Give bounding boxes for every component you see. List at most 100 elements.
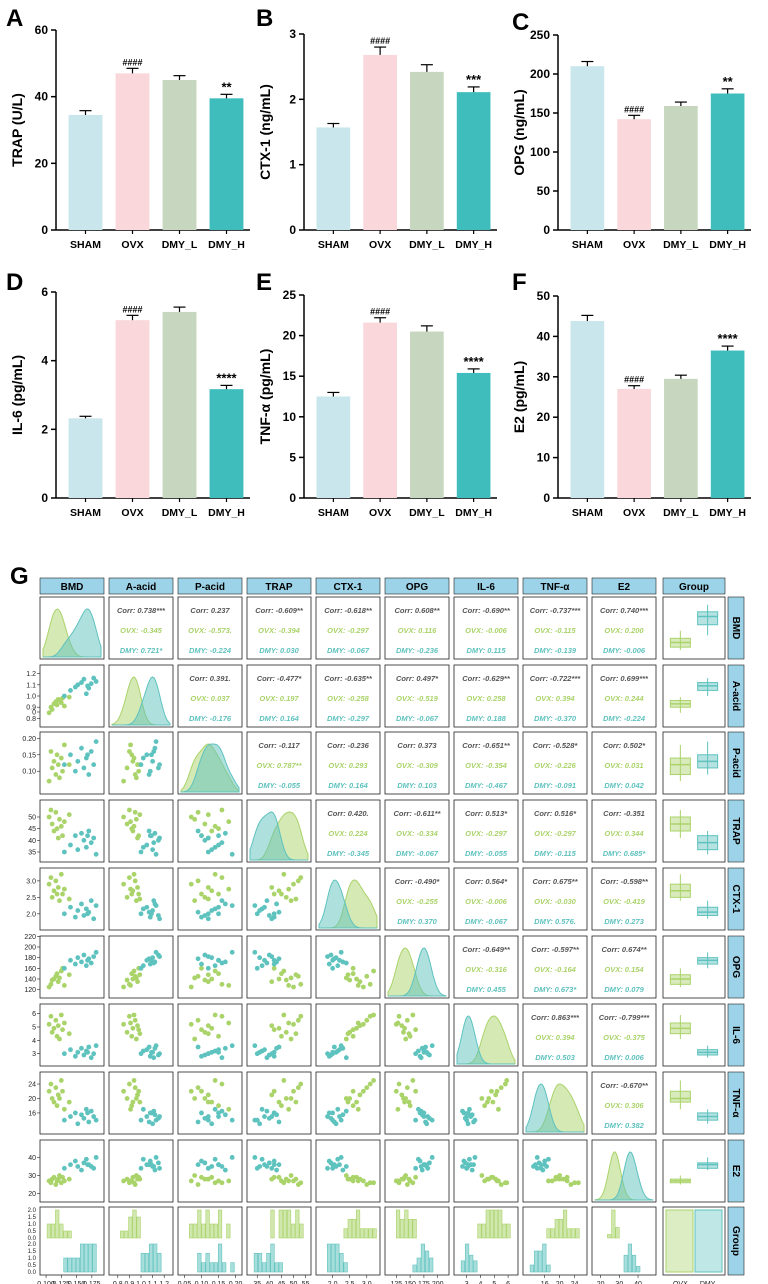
scatter-point-dmy <box>195 828 201 834</box>
pair-cell-4-4 <box>315 867 381 931</box>
cell-frame <box>591 867 657 931</box>
scatter-point-ovx <box>137 1176 143 1182</box>
scatter-point-dmy <box>264 1108 270 1114</box>
dmy-corr-text: DMY: -0.224 <box>603 714 646 723</box>
scatter-point-ovx <box>212 968 218 974</box>
hist-bar-dmy <box>230 1262 235 1273</box>
hist-bar-ovx <box>46 1223 51 1239</box>
scatter-point-dmy <box>72 768 78 774</box>
row-header <box>727 731 745 795</box>
row-tick-label: 30 <box>28 1173 36 1180</box>
scatter-point-ovx <box>406 1099 412 1105</box>
hist-bar-ovx <box>132 1209 137 1239</box>
x-tick-label: OVX <box>623 507 645 519</box>
bar-sham <box>316 127 351 230</box>
box-dmy <box>697 1162 719 1169</box>
scatter-point-ovx <box>192 1173 198 1178</box>
scatter-point-ovx <box>192 816 198 822</box>
hist-bar-dmy <box>533 1250 539 1273</box>
scatter-point-dmy <box>88 960 94 966</box>
scatter-point-ovx <box>410 1180 416 1186</box>
row-tick-label: 16 <box>28 1110 36 1117</box>
dmy-corr-text: DMY: -0.224 <box>189 646 232 655</box>
pair-cell-9-4 <box>315 1206 381 1276</box>
cell-frame <box>591 1003 657 1067</box>
scatter-point-ovx <box>347 1096 353 1101</box>
scatter-point-dmy <box>153 851 159 857</box>
scatter-point-ovx <box>124 1096 130 1101</box>
scatter-point-dmy <box>153 949 159 955</box>
scatter-point-ovx <box>188 1178 194 1184</box>
scatter-point-dmy <box>222 901 228 907</box>
density-dmy <box>43 608 102 658</box>
hist-bar-dmy <box>213 1262 218 1273</box>
scatter-point-dmy <box>153 1117 159 1123</box>
scatter-point-ovx <box>58 700 64 706</box>
pair-cell-0-2: Corr: 0.237 OVX: -0.573. DMY: -0.224 <box>177 596 243 660</box>
pair-cell-0-7: Corr: -0.737*** OVX: -0.115 DMY: -0.139 <box>522 596 588 660</box>
scatter-point-dmy <box>205 954 211 959</box>
pair-cell-1-9 <box>662 664 726 728</box>
scatter-point-ovx <box>367 1081 373 1087</box>
cell-frame <box>662 1139 726 1203</box>
scatter-point-ovx <box>188 984 194 990</box>
scatter-point-ovx <box>350 1027 356 1033</box>
column-header-label: IL-6 <box>477 582 495 593</box>
scatter-point-ovx <box>403 1173 409 1178</box>
column-header <box>591 577 657 595</box>
scatter-point-ovx <box>57 775 62 781</box>
x-tick-label: SHAM <box>70 507 101 519</box>
scatter-point-dmy <box>266 913 272 918</box>
scatter-point-ovx <box>202 821 208 827</box>
cell-frame <box>39 1071 105 1135</box>
pair-cell-0-9 <box>662 596 726 660</box>
scatter-point-ovx <box>133 816 139 822</box>
bar-sham <box>570 66 605 230</box>
scatter-point-dmy <box>79 680 84 685</box>
box-ovx <box>669 1090 691 1103</box>
scatter-point-dmy <box>325 1165 330 1171</box>
scatter-point-ovx <box>55 1092 61 1098</box>
column-header-label: E2 <box>618 582 631 593</box>
scatter-point-ovx <box>496 1106 501 1112</box>
pair-cell-5-1 <box>108 935 174 999</box>
scatter-point-dmy <box>68 1114 73 1119</box>
scatter-point-ovx <box>401 1029 406 1035</box>
scatter-point-ovx <box>54 971 60 977</box>
row-header-label: E2 <box>730 1165 741 1178</box>
ovx-corr-text: OVX: -0.519 <box>396 694 439 703</box>
scatter-point-ovx <box>293 1176 299 1182</box>
scatter-point-dmy <box>93 949 99 955</box>
scatter-point-dmy <box>423 1119 428 1125</box>
scatter-point-ovx <box>54 826 60 832</box>
column-header <box>246 577 312 595</box>
scatter-point-dmy <box>138 762 144 768</box>
scatter-point-ovx <box>219 1081 225 1087</box>
pair-cell-4-1 <box>108 867 174 931</box>
y-tick-label: 6 <box>41 285 48 299</box>
cell-frame <box>662 731 726 795</box>
scatter-point-ovx <box>286 1020 292 1026</box>
hist-bar-dmy <box>416 1257 421 1273</box>
scatter-point-dmy <box>61 762 67 768</box>
pair-cell-9-1 <box>108 1206 174 1276</box>
hist-bar-dmy <box>326 1243 332 1273</box>
scatter-point-ovx <box>345 972 351 978</box>
row-header-label: TRAP <box>730 817 741 845</box>
scatter-point-dmy <box>534 1155 540 1160</box>
group-hist-tick-label: 1.5 <box>28 1215 37 1221</box>
scatter-point-dmy <box>79 901 84 907</box>
hist-bar-dmy <box>631 1254 637 1273</box>
row-tick-label: 0.15 <box>22 752 36 759</box>
bar-ovx <box>617 388 651 498</box>
scatter-point-dmy <box>93 1043 99 1049</box>
x-tick-label: SHAM <box>572 239 603 251</box>
scatter-point-ovx <box>51 1099 57 1105</box>
pair-cell-9-0 <box>39 1206 105 1276</box>
scatter-point-dmy <box>212 906 218 912</box>
scatter-point-dmy <box>61 1165 67 1171</box>
scatter-point-ovx <box>60 891 65 897</box>
scatter-point-dmy <box>205 1165 211 1171</box>
col-tick-label: 0.20 <box>229 1281 243 1284</box>
scatter-point-dmy <box>460 1108 465 1114</box>
